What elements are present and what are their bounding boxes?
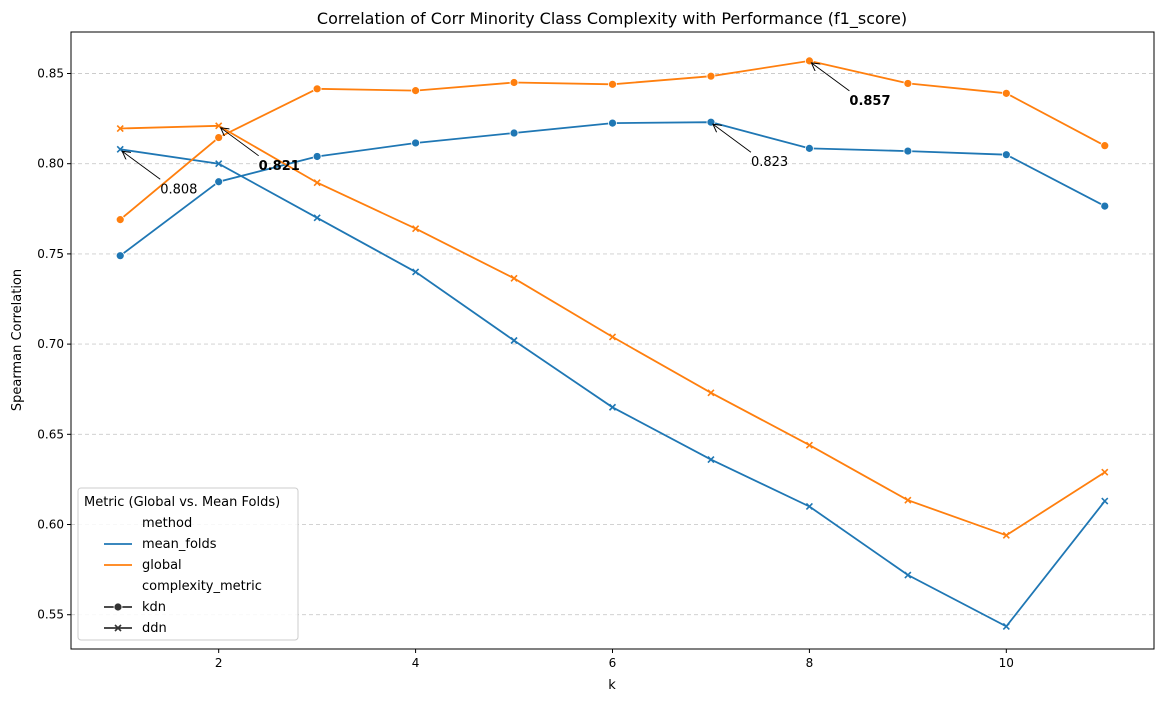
data-point — [1002, 531, 1010, 539]
data-point — [411, 86, 420, 96]
legend-title: Metric (Global vs. Mean Folds) — [84, 495, 280, 510]
data-point — [1101, 468, 1109, 476]
y-tick-label: 0.80 — [37, 157, 64, 171]
data-point — [608, 118, 617, 128]
data-point — [707, 389, 715, 397]
data-point — [903, 79, 913, 88]
legend-label: complexity_metric — [142, 579, 262, 594]
data-point — [312, 152, 322, 161]
y-tick-label: 0.65 — [37, 427, 64, 441]
data-point — [707, 456, 715, 464]
annotation-arrow — [221, 128, 259, 157]
legend-entry: method — [142, 516, 192, 531]
y-tick-label: 0.70 — [37, 337, 64, 351]
data-point — [1100, 201, 1110, 211]
annotation-arrow — [122, 151, 161, 180]
data-point — [706, 71, 716, 81]
series-layer — [115, 56, 1110, 631]
legend-entry: global — [104, 558, 182, 573]
data-point — [608, 333, 617, 341]
series-global-kdn — [115, 56, 1110, 225]
data-point — [214, 177, 224, 187]
legend-box — [77, 487, 299, 641]
x-tick-label: 4 — [412, 656, 420, 670]
data-point — [805, 502, 813, 511]
gridlines — [71, 73, 1154, 616]
legend-entry: kdn — [104, 600, 166, 615]
x-tick-label: 6 — [609, 656, 617, 670]
x-tick-label: 10 — [999, 656, 1014, 670]
data-point — [1001, 150, 1011, 160]
data-point — [115, 251, 125, 261]
data-point — [1001, 88, 1011, 98]
data-point — [805, 441, 813, 449]
data-point — [805, 143, 814, 153]
data-point — [510, 336, 518, 345]
data-point — [215, 160, 223, 168]
data-point — [1002, 622, 1010, 631]
y-axis-label: Spearman Correlation — [10, 269, 25, 411]
legend-label: method — [142, 516, 192, 531]
y-tick-label: 0.55 — [37, 608, 64, 622]
annotations: 0.808 0.821 0.823 0.857 — [122, 63, 891, 197]
data-point — [312, 84, 322, 94]
data-point — [1100, 141, 1110, 151]
data-point — [608, 79, 617, 89]
legend-entry: mean_folds — [104, 537, 217, 552]
data-point — [608, 403, 617, 411]
data-point — [412, 268, 420, 276]
annotation-label: 0.823 — [751, 155, 788, 170]
data-point — [116, 124, 124, 133]
legend-label: kdn — [142, 600, 166, 615]
series-global-ddn — [116, 122, 1109, 539]
data-point — [214, 133, 224, 142]
series-mean_folds-ddn — [116, 145, 1109, 631]
data-point — [313, 214, 321, 222]
data-point — [904, 496, 912, 504]
series-mean_folds-kdn — [115, 117, 1110, 261]
data-point — [411, 138, 420, 148]
legend-label: global — [142, 558, 182, 573]
legend-label: ddn — [142, 621, 167, 636]
x-axis-label: k — [608, 678, 616, 693]
legend-label: mean_folds — [142, 537, 217, 552]
legend: Metric (Global vs. Mean Folds) method mean… — [77, 487, 299, 641]
data-point — [412, 225, 420, 233]
data-point — [509, 78, 519, 87]
data-point — [904, 571, 912, 579]
legend-entry: ddn — [104, 621, 167, 636]
data-point — [313, 179, 321, 187]
x-tick-label: 8 — [806, 656, 814, 670]
data-point — [509, 128, 519, 138]
data-point — [1101, 497, 1109, 505]
annotation-label: 0.821 — [259, 159, 300, 174]
x-axis: 2 4 6 8 10 — [215, 649, 1014, 670]
legend-entry: complexity_metric — [142, 579, 262, 594]
annotation-label: 0.808 — [160, 182, 197, 197]
y-tick-label: 0.60 — [37, 518, 64, 532]
x-tick-label: 2 — [215, 656, 223, 670]
legend-marker — [114, 624, 122, 632]
y-tick-label: 0.75 — [37, 247, 64, 261]
annotation-label: 0.857 — [849, 94, 890, 109]
legend-marker — [113, 602, 123, 612]
data-point — [510, 274, 518, 282]
y-axis: 0.55 0.60 0.65 0.70 0.75 0.80 0.85 — [37, 66, 71, 622]
data-point — [115, 215, 125, 225]
annotation-arrow — [811, 63, 850, 92]
chart-title: Correlation of Corr Minority Class Compl… — [317, 9, 907, 29]
y-tick-label: 0.85 — [37, 66, 64, 80]
data-point — [903, 146, 913, 156]
annotation-arrow — [713, 124, 752, 153]
